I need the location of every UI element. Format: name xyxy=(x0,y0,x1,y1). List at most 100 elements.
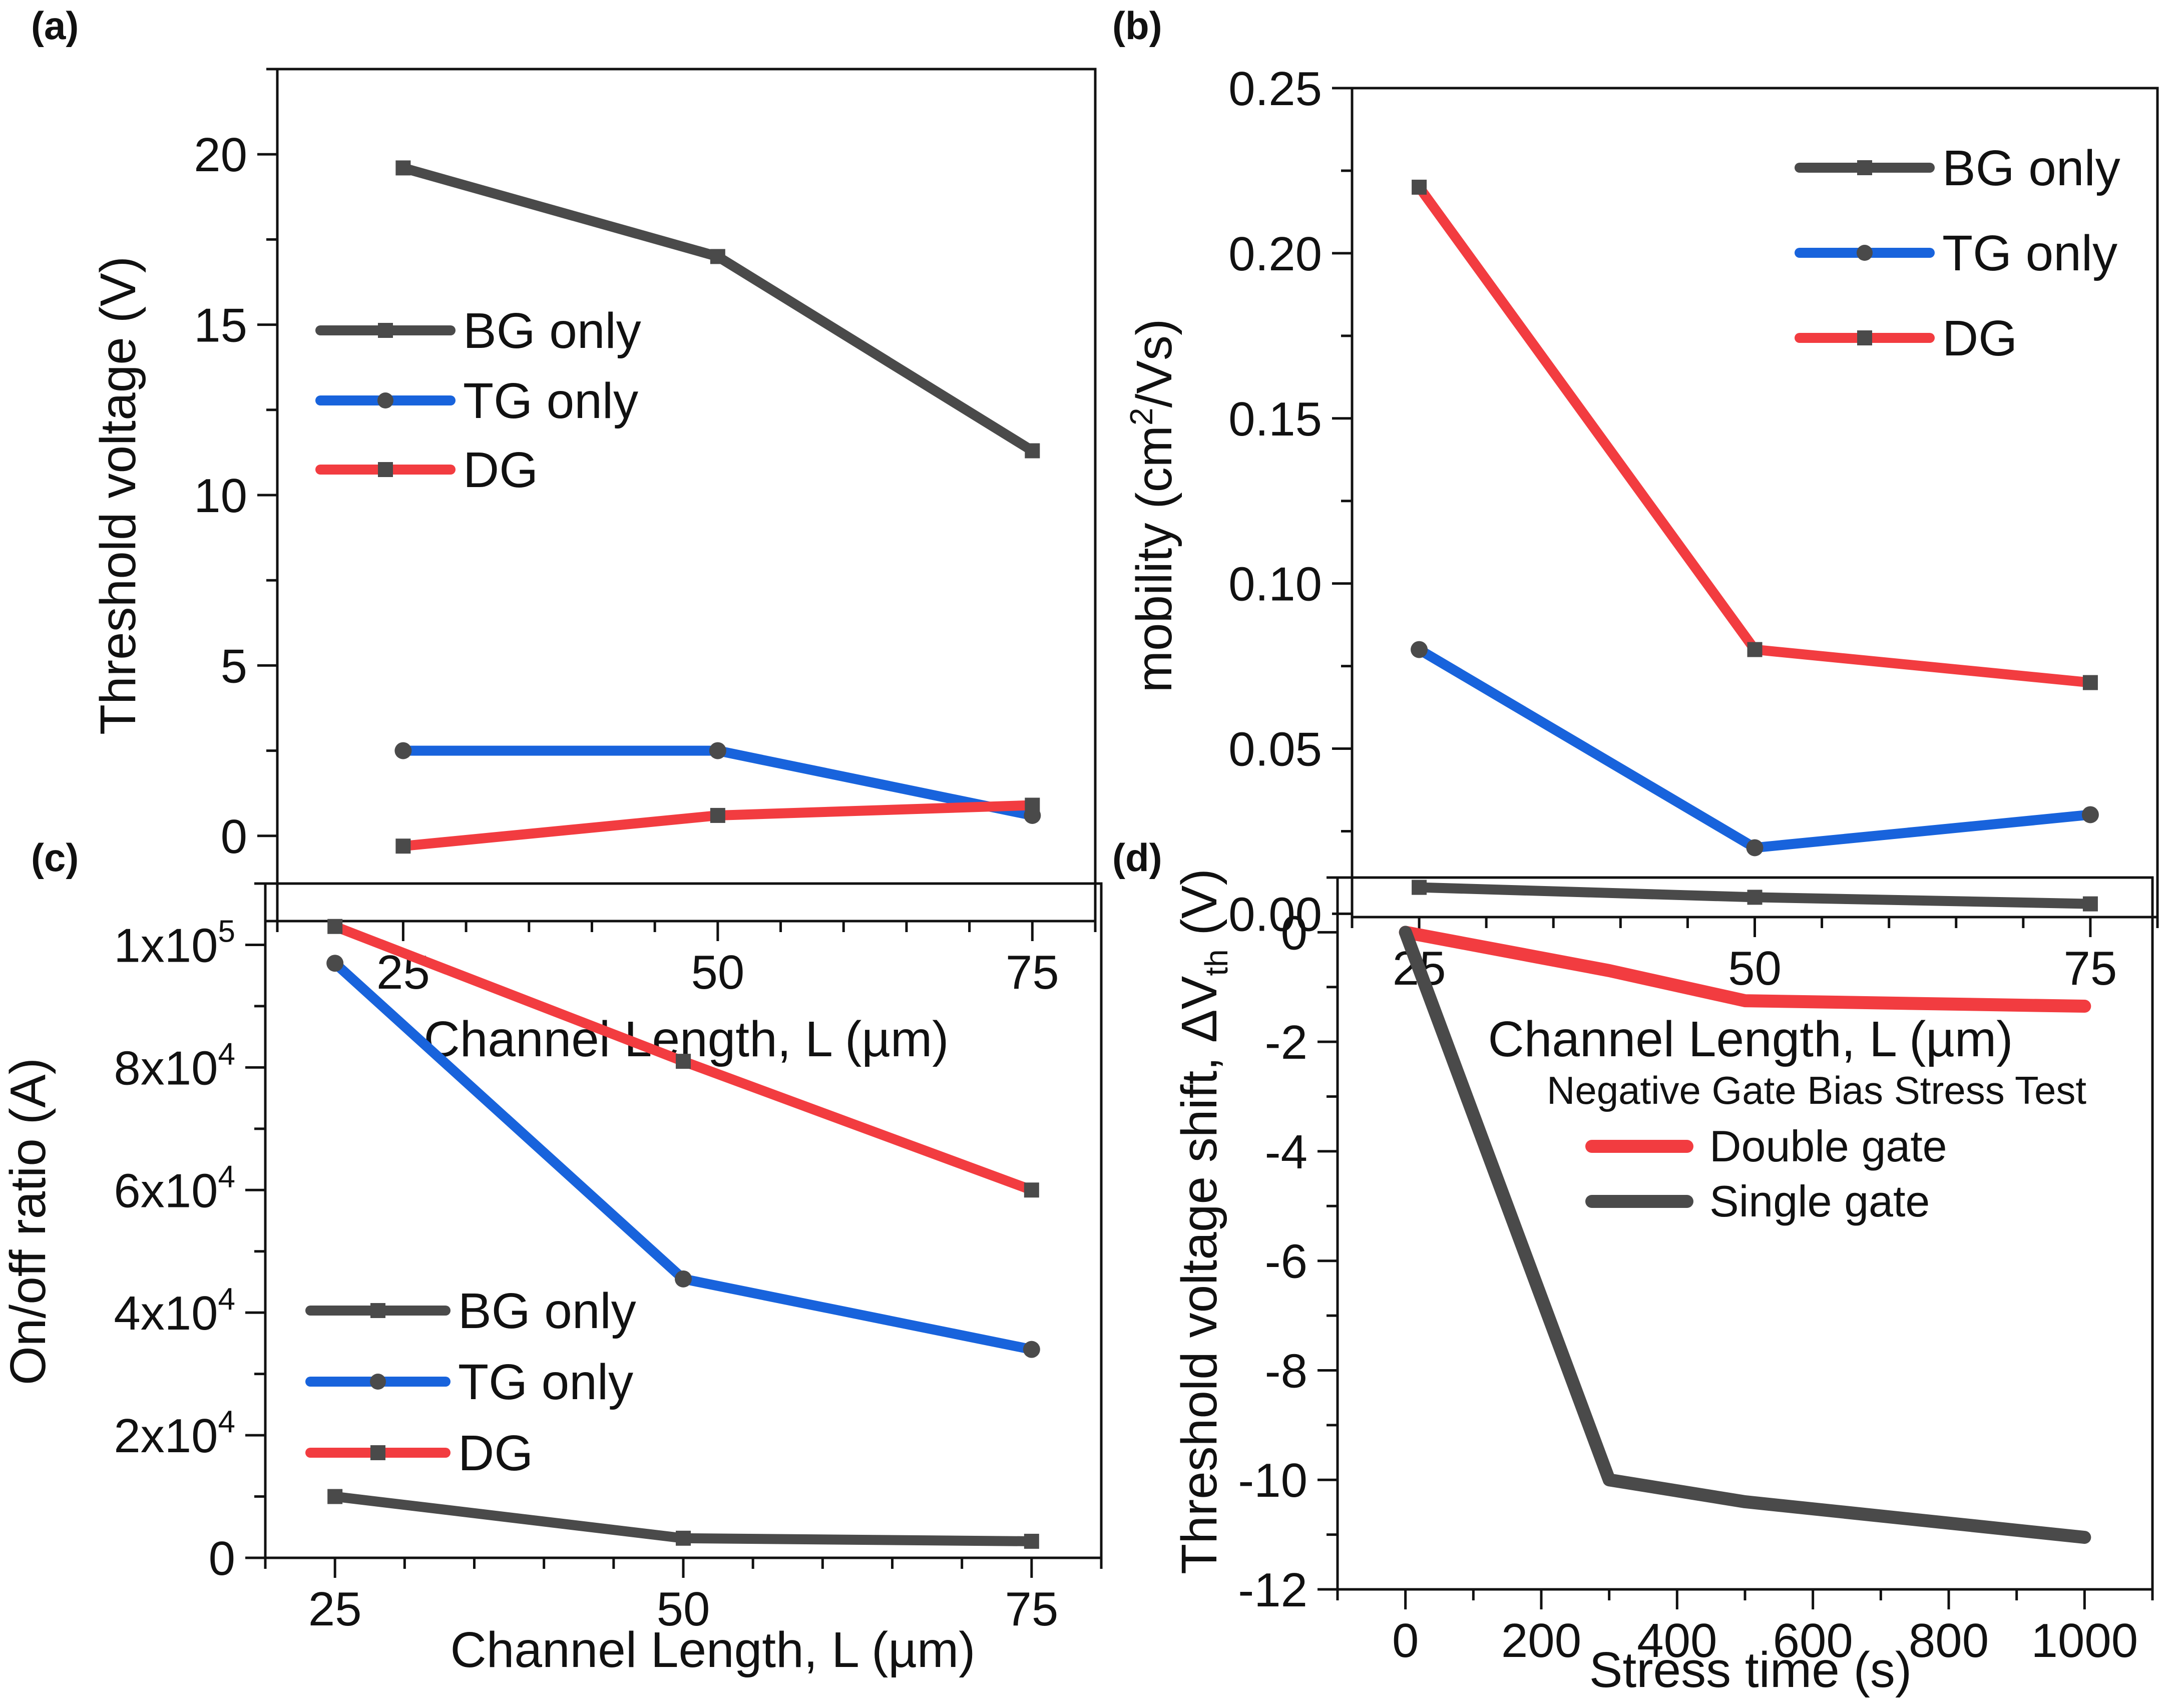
data-point-square xyxy=(1412,880,1427,895)
x-tick-label: 50 xyxy=(691,946,744,999)
data-point-square xyxy=(2082,675,2098,690)
legend-label: Single gate xyxy=(1709,1176,1930,1226)
legend: BG only TG only DG xyxy=(1795,140,2120,366)
legend-marker-circle xyxy=(370,1374,386,1390)
y-tick-label: -12 xyxy=(1238,1563,1307,1617)
y-axis: 0 -2 -4 -6 -8 -10 -12 xyxy=(1238,876,1338,1617)
data-point-square xyxy=(2082,896,2098,912)
y-axis-title: Threshold voltage shift, ΔVth (V) xyxy=(1171,869,1234,1574)
data-point-circle xyxy=(1411,641,1428,658)
y-tick-label: 0.15 xyxy=(1228,392,1322,446)
x-tick-label: 75 xyxy=(1006,946,1059,999)
legend-label: TG only xyxy=(1942,225,2117,281)
data-point-square xyxy=(395,838,411,854)
legend-item: DG xyxy=(305,1425,533,1481)
legend-marker-circle xyxy=(1857,245,1873,261)
data-point-square xyxy=(1025,443,1040,459)
legend-marker-square xyxy=(378,323,393,338)
plot-frame xyxy=(1351,87,2159,919)
y-tick-label: 0.10 xyxy=(1228,558,1322,611)
series-group xyxy=(394,160,1041,854)
y-axis: 0 5 10 15 20 xyxy=(194,68,277,923)
y-tick-label: -6 xyxy=(1265,1235,1307,1289)
y-tick-label: 0.25 xyxy=(1228,62,1322,116)
legend-label: DG xyxy=(458,1425,533,1481)
y-tick-label: 5 xyxy=(221,639,247,693)
x-axis-title: Stress time (s) xyxy=(1589,1642,1912,1698)
legend-marker-square xyxy=(370,1303,385,1318)
y-tick-label: 4x104 xyxy=(114,1282,235,1340)
data-point-circle xyxy=(326,955,344,972)
data-point-circle xyxy=(1746,839,1764,857)
y-tick-label: 20 xyxy=(194,128,247,182)
series-line-double-gate xyxy=(1399,926,2091,1013)
y-tick-label: 0 xyxy=(1281,906,1307,960)
x-axis: 25 50 75 xyxy=(1351,917,2159,995)
x-axis: 25 50 75 xyxy=(276,921,1097,999)
data-point-circle xyxy=(675,1270,692,1288)
legend: BG only TG only DG xyxy=(315,303,641,498)
series-group xyxy=(1411,179,2099,912)
y-axis-title: On/off ratio (A) xyxy=(0,1058,56,1385)
legend-item: BG only xyxy=(315,303,641,359)
y-tick-label: 8x104 xyxy=(114,1037,235,1095)
legend-item: BG only xyxy=(305,1283,636,1339)
x-tick-label: 200 xyxy=(1501,1614,1581,1667)
y-axis: 0 2x104 4x104 6x104 8x104 1x105 xyxy=(114,882,265,1585)
y-tick-label: 0 xyxy=(209,1532,235,1585)
y-tick-label: 1x105 xyxy=(114,914,235,972)
panel-label: (b) xyxy=(1112,4,1162,48)
data-point-square xyxy=(676,1054,691,1069)
data-point-square xyxy=(1412,179,1427,195)
y-tick-label: -4 xyxy=(1265,1125,1307,1179)
legend-marker-square xyxy=(370,1445,385,1460)
y-axis: 0.00 0.05 0.10 0.15 0.20 0.25 xyxy=(1228,62,1352,941)
series-line-single-gate xyxy=(1399,926,2091,1544)
y-tick-label: 2x104 xyxy=(114,1405,235,1463)
data-point-square xyxy=(1025,797,1040,813)
data-point-circle xyxy=(1023,1341,1040,1358)
legend-label: DG xyxy=(1942,310,2017,366)
legend-label: TG only xyxy=(458,1354,633,1410)
x-tick-label: 600 xyxy=(1773,1614,1853,1667)
legend-item: DG xyxy=(1795,310,2017,366)
x-axis-title: Channel Length, L (µm) xyxy=(451,1622,976,1678)
legend-label: Double gate xyxy=(1709,1121,1947,1171)
data-point-square xyxy=(327,919,343,934)
legend-item: TG only xyxy=(305,1354,633,1410)
legend-item: Single gate xyxy=(1585,1176,1930,1226)
legend-marker-square xyxy=(1857,330,1872,345)
data-point-square xyxy=(676,1530,691,1546)
legend-label: BG only xyxy=(1942,140,2120,196)
x-tick-label: 0 xyxy=(1392,1614,1419,1667)
y-tick-label: 10 xyxy=(194,469,247,523)
legend-title: Negative Gate Bias Stress Test xyxy=(1547,1068,2086,1112)
legend-label: BG only xyxy=(463,303,641,359)
legend-item: DG xyxy=(315,442,538,498)
data-point-square xyxy=(327,1489,343,1504)
y-tick-label: -10 xyxy=(1238,1454,1307,1507)
panel-d: (d) 0 200 400 600 800 1000 0 -2 -4 -6 -8 -10 -12 Stres… xyxy=(1112,835,2154,1698)
data-point-square xyxy=(710,249,725,264)
plot-frame xyxy=(276,68,1097,923)
y-tick-label: 15 xyxy=(194,299,247,352)
x-tick-label: 75 xyxy=(2064,942,2117,995)
y-tick-label: 0 xyxy=(221,810,247,864)
legend-item: Double gate xyxy=(1585,1121,1947,1171)
panel-b: (b)25 50 750.000.050.100.150.200.25Channel… xyxy=(1112,4,2159,1067)
y-tick-label: 6x104 xyxy=(114,1159,235,1217)
legend: BG only TG only DG xyxy=(305,1283,636,1481)
panel-label: (d) xyxy=(1112,835,1162,880)
data-point-square xyxy=(1747,890,1763,905)
x-tick-label: 800 xyxy=(1909,1614,1989,1667)
data-point-square xyxy=(1024,1182,1039,1198)
data-point-square xyxy=(1024,1533,1039,1549)
x-axis-title: Channel Length, L (µm) xyxy=(1488,1011,2013,1067)
legend-label: BG only xyxy=(458,1283,636,1339)
data-point-square xyxy=(710,807,725,823)
legend-label: DG xyxy=(463,442,538,498)
y-tick-label: 0.05 xyxy=(1228,723,1322,776)
legend-item: TG only xyxy=(315,373,638,429)
x-tick-label: 1000 xyxy=(2031,1614,2138,1667)
